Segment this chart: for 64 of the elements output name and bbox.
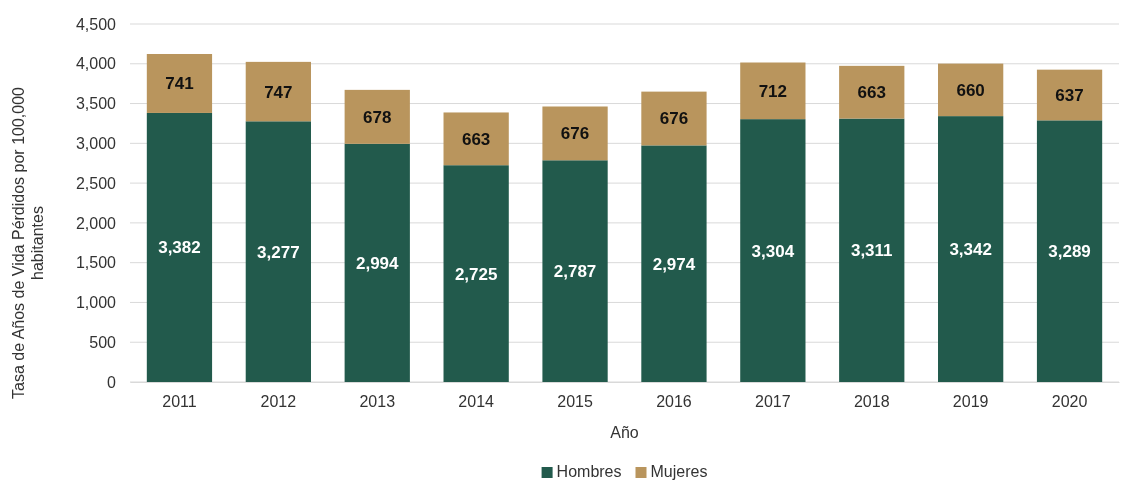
- bar: [344, 143, 410, 382]
- legend-label: Mujeres: [650, 463, 708, 480]
- data-label: 663: [461, 129, 491, 149]
- bar: [1036, 69, 1103, 121]
- data-label: 3,277: [257, 242, 300, 262]
- data-label: 676: [560, 124, 590, 144]
- data-label: 747: [264, 82, 293, 102]
- data-label: 3,304: [751, 241, 795, 261]
- bar: [641, 145, 707, 382]
- bar: [146, 53, 213, 113]
- bar: [938, 116, 1004, 382]
- data-label: 3,289: [1048, 242, 1091, 262]
- bar: [542, 160, 608, 382]
- data-label: 2,994: [355, 253, 400, 273]
- data-label: 741: [165, 74, 194, 94]
- bar: [641, 91, 707, 146]
- data-label: 663: [857, 83, 886, 103]
- x-tick-label: 2019: [952, 393, 989, 411]
- data-label: 2,725: [454, 264, 498, 284]
- bar: [542, 106, 608, 161]
- bar: [938, 63, 1004, 117]
- y-tick-label: 3,500: [75, 95, 117, 113]
- x-tick-label: 2015: [557, 393, 593, 411]
- bar: [245, 61, 311, 122]
- data-label: 2,974: [652, 254, 696, 274]
- bar: [443, 165, 509, 382]
- legend-label: Hombres: [556, 463, 622, 480]
- x-tick-label: 2017: [755, 393, 791, 411]
- bar: [344, 89, 410, 144]
- bar: [839, 65, 905, 119]
- x-axis-title: Año: [610, 424, 639, 441]
- y-tick-label: 2,000: [75, 214, 117, 232]
- bar: [245, 121, 311, 382]
- bar: [740, 62, 806, 120]
- bar: [443, 112, 509, 166]
- data-label: 660: [956, 80, 985, 100]
- y-axis-title: Tasa de Años de Vida Pérdidos por 100,000 habitantes: [10, 86, 47, 399]
- data-label: 3,311: [850, 241, 893, 261]
- y-tick-label: 0: [107, 373, 117, 391]
- data-label: 712: [758, 81, 788, 101]
- x-tick-label: 2011: [162, 393, 197, 411]
- data-label: 678: [363, 107, 392, 127]
- x-tick-label: 2013: [359, 393, 396, 411]
- y-tick-label: 2,500: [75, 174, 117, 192]
- bar: [740, 119, 806, 382]
- data-label: 3,382: [158, 238, 201, 258]
- y-tick-label: 1,000: [75, 294, 117, 312]
- x-tick-label: 2020: [1051, 393, 1088, 411]
- bar: [146, 112, 213, 382]
- x-tick-label: 2016: [656, 393, 692, 411]
- bar: [1036, 120, 1103, 382]
- data-label: 637: [1055, 85, 1084, 105]
- x-tick-label: 2012: [260, 393, 297, 411]
- y-tick-label: 4,000: [75, 55, 117, 73]
- data-label: 3,342: [949, 240, 992, 260]
- x-tick-label: 2018: [853, 393, 890, 411]
- data-label: 2,787: [553, 262, 597, 282]
- x-tick-label: 2014: [458, 393, 495, 411]
- y-tick-label: 4,500: [75, 15, 117, 33]
- y-tick-label: 1,500: [75, 254, 117, 272]
- y-tick-label: 500: [89, 333, 117, 351]
- data-label: 676: [659, 109, 689, 129]
- y-tick-label: 3,000: [75, 134, 117, 152]
- bar: [839, 118, 905, 382]
